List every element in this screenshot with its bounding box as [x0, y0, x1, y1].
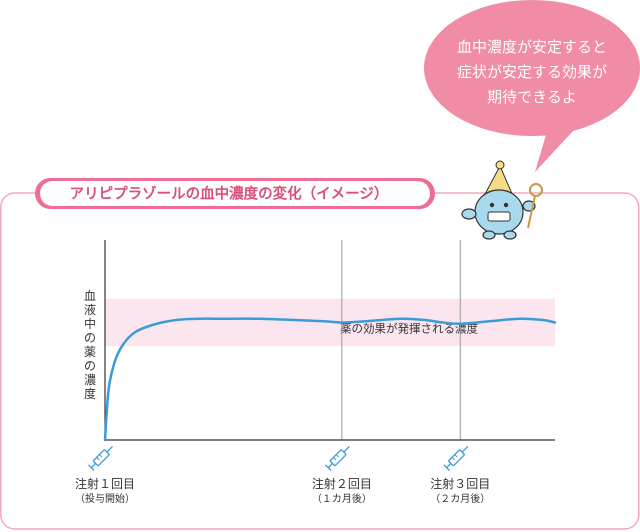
title-pill-inner [40, 181, 430, 206]
axes-layer [104, 240, 555, 441]
syringe-icon [324, 445, 350, 471]
bubble-line-3: 期待できるよ [487, 88, 577, 106]
injection-label-2: 注射２回目 [312, 476, 372, 491]
band-label: 薬の効果が発揮される濃度 [340, 322, 478, 336]
syringe-icon [443, 445, 469, 471]
speech-bubble: 血中濃度が安定すると 症状が安定する効果が 期待できるよ [424, 0, 640, 172]
bubble-line-2: 症状が安定する効果が [457, 63, 607, 81]
mascot-eye-left [489, 202, 495, 208]
y-axis-label-char: 薬 [84, 345, 96, 359]
title-pill: アリピプラゾールの血中濃度の変化（イメージ） [35, 178, 435, 209]
mascot-eye-right [503, 202, 509, 208]
y-axis-label-char: 中 [84, 316, 96, 331]
mascot-wand-stick [527, 195, 536, 229]
grid-layer [341, 240, 461, 440]
injection-sublabel-1: （投与開始） [75, 492, 135, 505]
injection-sublabel-2: （１カ月後） [312, 492, 372, 505]
chart-title: アリピプラゾールの血中濃度の変化（イメージ） [70, 185, 389, 203]
curve-layer [103, 317, 557, 442]
injection-sublabel-3: （２カ月後） [430, 492, 490, 505]
bubble-tail [535, 118, 585, 172]
y-axis-label-char: 液 [84, 302, 96, 317]
y-axis-label-char: 度 [84, 386, 96, 401]
mascot-foot-left [482, 230, 496, 240]
concentration-curve-1 [103, 317, 557, 442]
syringe-icon [88, 445, 114, 471]
y-axis-label-char: の [84, 331, 96, 345]
bubble-body [424, 0, 640, 136]
y-axis-label-char: 血 [84, 289, 96, 303]
injection-label-3: 注射３回目 [430, 476, 490, 491]
mascot-arm-left [461, 208, 477, 220]
bubble-line-1: 血中濃度が安定すると [457, 38, 607, 56]
injection-events-layer: 注射１回目（投与開始） 注射２回目（１カ月後） 注射３回目（２カ月後） [75, 445, 490, 505]
y-axis-label-char: の [84, 359, 96, 373]
mascot-character [461, 160, 543, 240]
y-axis-label-char: 濃 [84, 373, 96, 387]
mascot-teeth [487, 211, 511, 222]
mascot-hat-pompom [495, 160, 505, 170]
mascot-foot-right [503, 230, 517, 240]
mascot-wand-swirl [529, 183, 543, 197]
injection-label-1: 注射１回目 [75, 476, 135, 491]
